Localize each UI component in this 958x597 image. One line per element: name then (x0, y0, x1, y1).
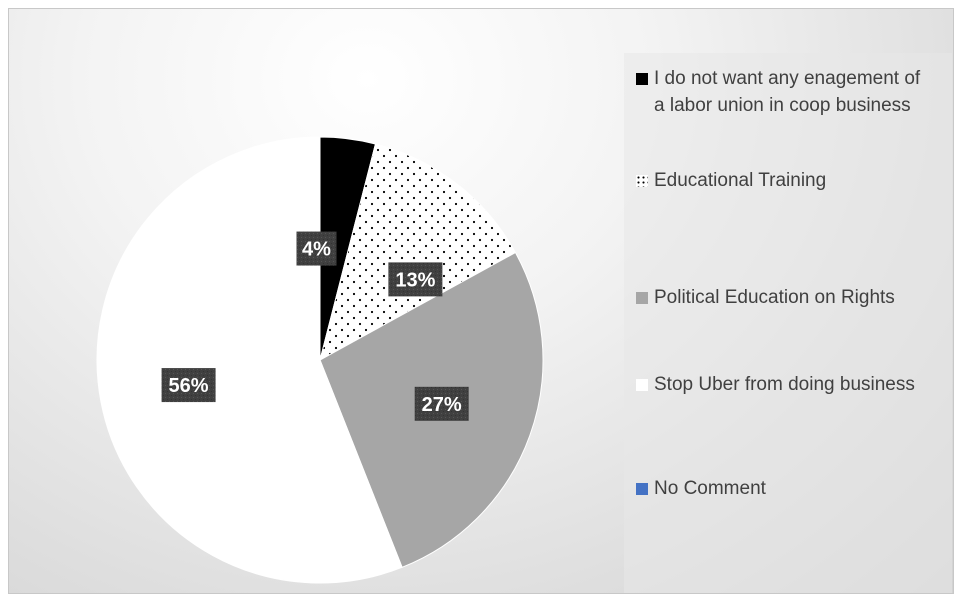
pie-slices (96, 136, 544, 584)
data-label-box (388, 262, 443, 297)
legend-swatch (636, 379, 648, 391)
legend-label: No Comment (654, 478, 766, 499)
legend-item-political-education-on-rights: Political Education on Rights (636, 284, 936, 311)
data-label-text: 13% (395, 269, 435, 291)
data-label-stop-uber-from-doing: 56% (161, 368, 216, 403)
data-label-box (296, 231, 337, 266)
data-label-box (161, 368, 216, 403)
legend-label: Stop Uber from doing business (654, 374, 915, 395)
legend-item-no-comment: No Comment (636, 475, 936, 502)
legend-item-stop-uber-from-doing: Stop Uber from doing business (636, 371, 936, 398)
legend-label: Educational Training (654, 170, 827, 191)
pie-slice-educational-training (319, 143, 517, 361)
pie-chart: 4% 13% 27% 56% (96, 136, 544, 584)
legend-item-i-do-not-want: I do not want any enagement of a labor u… (636, 65, 936, 119)
legend-swatch (636, 175, 648, 187)
legend-swatch (636, 73, 648, 85)
legend-swatch (636, 292, 648, 304)
data-label-text: 27% (422, 394, 462, 416)
legend-label: Political Education on Rights (654, 287, 895, 308)
data-label-text: 56% (169, 375, 209, 397)
legend: I do not want any enagement of a labor u… (624, 53, 952, 593)
data-label-text: 4% (302, 239, 331, 261)
data-label-i-do-not-want: 4% (296, 231, 337, 266)
data-label-political-education-on-rights: 27% (414, 386, 469, 421)
chart-area: 4% 13% 27% 56% I do not want any enagement … (8, 8, 954, 594)
pie-data-labels: 4% 13% 27% 56% (161, 231, 469, 421)
pie-slice-stop-uber-from-doing (96, 136, 403, 584)
legend-item-educational-training: Educational Training (636, 167, 936, 194)
legend-label: I do not want any enagement of a labor u… (654, 68, 921, 116)
data-label-educational-training: 13% (388, 262, 443, 297)
data-label-box (414, 386, 469, 421)
legend-swatch (636, 483, 648, 495)
